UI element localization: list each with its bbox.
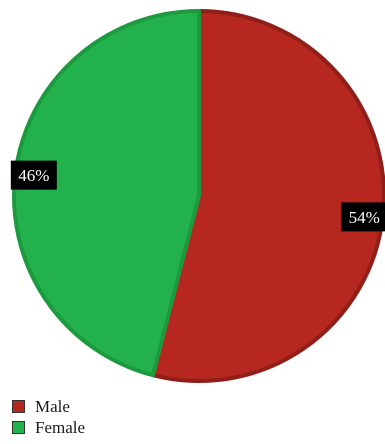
data-label-box-female bbox=[10, 160, 57, 190]
legend: Male Female bbox=[12, 396, 85, 438]
legend-swatch-female bbox=[12, 421, 25, 434]
legend-swatch-male bbox=[12, 400, 25, 413]
data-label-male: 54% bbox=[341, 202, 385, 232]
data-label-female: 46% bbox=[10, 160, 57, 190]
legend-item-female: Female bbox=[12, 417, 85, 438]
legend-label-female: Female bbox=[35, 417, 86, 437]
legend-item-male: Male bbox=[12, 396, 85, 417]
data-label-text-male: 54% bbox=[349, 208, 380, 227]
legend-label-male: Male bbox=[35, 396, 70, 416]
data-label-text-female: 46% bbox=[18, 166, 49, 185]
data-label-box-male bbox=[341, 202, 385, 232]
